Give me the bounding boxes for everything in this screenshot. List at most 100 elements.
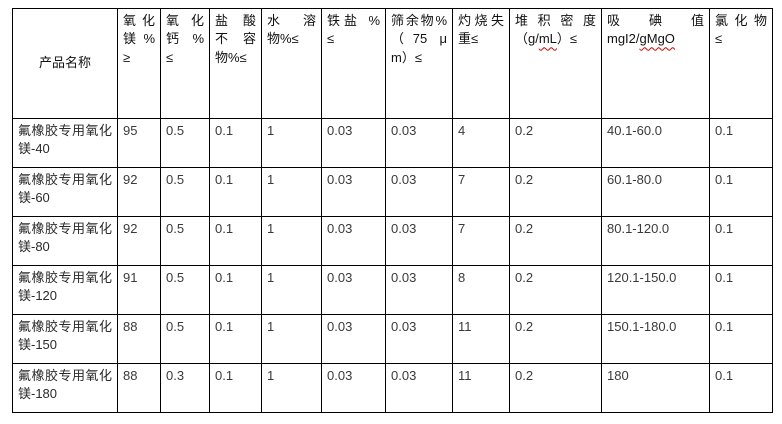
header-line: 筛余物% xyxy=(391,13,447,28)
header-row: 产品名称 氧化镁 % ≥ 氧化钙 % ≤ 盐酸 不容 物%≤ 水溶 物%≤ 铁盐 % ≤ 筛余物% （75… xyxy=(12,8,773,119)
cell-chloride: 0.1 xyxy=(709,265,773,315)
header-line: 盐酸 xyxy=(215,13,256,28)
cell-mgo: 92 xyxy=(117,167,161,217)
header-line: ≤ xyxy=(715,31,723,47)
spellcheck-underline: gMgO xyxy=(639,31,675,47)
header-line: m）≤ xyxy=(391,49,422,65)
header-line: 重≤ xyxy=(458,31,479,47)
cell-bulk-density: 0.2 xyxy=(509,167,602,217)
cell-water-soluble: 1 xyxy=(261,314,322,364)
column-header-iodine-value: 吸 碘 值 mgI2/gMgO xyxy=(601,8,710,119)
cell-iron-salt: 0.03 xyxy=(321,118,386,168)
header-line: 镁 % xyxy=(123,31,155,47)
cell-chloride: 0.1 xyxy=(709,314,773,364)
cell-mgo: 92 xyxy=(117,216,161,266)
cell-water-soluble: 1 xyxy=(261,363,322,413)
cell-iodine-value: 120.1-150.0 xyxy=(601,265,710,315)
column-header-cao: 氧化钙 % ≤ xyxy=(160,8,210,119)
header-line: 灼烧失 xyxy=(458,13,504,28)
cell-water-soluble: 1 xyxy=(261,118,322,168)
table-row: 氟橡胶专用氧化镁-120 91 0.5 0.1 1 0.03 0.03 8 0.2 120.1-1… xyxy=(12,265,773,315)
header-line: 铁盐 % xyxy=(327,13,380,28)
header-line: 物%≤ xyxy=(267,31,299,47)
header-line: 钙 % xyxy=(166,31,204,47)
cell-hcl-insoluble: 0.1 xyxy=(209,167,262,217)
cell-iron-salt: 0.03 xyxy=(321,314,386,364)
cell-chloride: 0.1 xyxy=(709,167,773,217)
cell-product: 氟橡胶专用氧化镁-40 xyxy=(12,118,118,168)
column-header-hcl-insoluble: 盐酸不容物%≤ xyxy=(209,8,262,119)
cell-ignition-loss: 4 xyxy=(452,118,510,168)
cell-bulk-density: 0.2 xyxy=(509,265,602,315)
cell-iodine-value: 180 xyxy=(601,363,710,413)
column-header-bulk-density: 堆积密度 （g/mL）≤ xyxy=(509,8,602,119)
cell-ignition-loss: 11 xyxy=(452,314,510,364)
cell-sieve-residue: 0.03 xyxy=(385,314,453,364)
cell-hcl-insoluble: 0.1 xyxy=(209,118,262,168)
spellcheck-underline: mL xyxy=(538,31,557,47)
cell-sieve-residue: 0.03 xyxy=(385,265,453,315)
cell-bulk-density: 0.2 xyxy=(509,118,602,168)
cell-iron-salt: 0.03 xyxy=(321,167,386,217)
header-line: 氧化 xyxy=(166,13,204,28)
cell-hcl-insoluble: 0.1 xyxy=(209,216,262,266)
cell-product: 氟橡胶专用氧化镁-150 xyxy=(12,314,118,364)
header-line: （g/mL）≤ xyxy=(515,31,578,47)
cell-iron-salt: 0.03 xyxy=(321,265,386,315)
cell-bulk-density: 0.2 xyxy=(509,363,602,413)
cell-cao: 0.5 xyxy=(160,314,210,364)
cell-product: 氟橡胶专用氧化镁-120 xyxy=(12,265,118,315)
header-line: mgI2/gMgO xyxy=(607,31,675,47)
header-line: （75 μ xyxy=(391,31,447,47)
cell-sieve-residue: 0.03 xyxy=(385,167,453,217)
column-header-chloride: 氯化物 ≤ xyxy=(709,8,773,119)
cell-chloride: 0.1 xyxy=(709,216,773,266)
cell-sieve-residue: 0.03 xyxy=(385,363,453,413)
header-line: 氯化物 xyxy=(715,13,767,28)
header-line: 吸 碘 值 xyxy=(607,13,704,28)
cell-chloride: 0.1 xyxy=(709,118,773,168)
header-line: 不容 xyxy=(215,31,256,47)
cell-iron-salt: 0.03 xyxy=(321,216,386,266)
column-header-product: 产品名称 xyxy=(12,8,118,119)
cell-cao: 0.5 xyxy=(160,167,210,217)
cell-iodine-value: 40.1-60.0 xyxy=(601,118,710,168)
cell-ignition-loss: 7 xyxy=(452,216,510,266)
cell-water-soluble: 1 xyxy=(261,216,322,266)
column-header-iron-salt: 铁盐 % ≤ xyxy=(321,8,386,119)
cell-cao: 0.3 xyxy=(160,363,210,413)
cell-ignition-loss: 7 xyxy=(452,167,510,217)
cell-product: 氟橡胶专用氧化镁-180 xyxy=(12,363,118,413)
header-line: 堆积密度 xyxy=(515,13,596,28)
cell-water-soluble: 1 xyxy=(261,265,322,315)
cell-hcl-insoluble: 0.1 xyxy=(209,265,262,315)
header-line: 水溶 xyxy=(267,13,316,28)
header-line: 物%≤ xyxy=(215,49,247,65)
cell-water-soluble: 1 xyxy=(261,167,322,217)
cell-sieve-residue: 0.03 xyxy=(385,118,453,168)
cell-mgo: 95 xyxy=(117,118,161,168)
cell-cao: 0.5 xyxy=(160,265,210,315)
cell-product: 氟橡胶专用氧化镁-60 xyxy=(12,167,118,217)
table-row: 氟橡胶专用氧化镁-40 95 0.5 0.1 1 0.03 0.03 4 0.2 40.1-60.… xyxy=(12,118,773,168)
cell-ignition-loss: 8 xyxy=(452,265,510,315)
cell-hcl-insoluble: 0.1 xyxy=(209,314,262,364)
cell-sieve-residue: 0.03 xyxy=(385,216,453,266)
header-line: ≤ xyxy=(327,31,335,47)
cell-iodine-value: 80.1-120.0 xyxy=(601,216,710,266)
table-row: 氟橡胶专用氧化镁-150 88 0.5 0.1 1 0.03 0.03 11 0.2 150.1-… xyxy=(12,314,773,364)
column-header-water-soluble: 水溶物%≤ xyxy=(261,8,322,119)
header-line: ≤ xyxy=(166,49,174,65)
cell-cao: 0.5 xyxy=(160,118,210,168)
cell-bulk-density: 0.2 xyxy=(509,314,602,364)
cell-mgo: 88 xyxy=(117,363,161,413)
product-spec-table: 产品名称 氧化镁 % ≥ 氧化钙 % ≤ 盐酸 不容 物%≤ 水溶 物%≤ 铁盐 % ≤ 筛余物% （75… xyxy=(12,8,773,413)
header-line: 氧化 xyxy=(123,13,155,28)
cell-product: 氟橡胶专用氧化镁-80 xyxy=(12,216,118,266)
cell-iodine-value: 150.1-180.0 xyxy=(601,314,710,364)
column-header-sieve-residue: 筛余物% （75 μ m）≤ xyxy=(385,8,453,119)
cell-mgo: 91 xyxy=(117,265,161,315)
table-row: 氟橡胶专用氧化镁-60 92 0.5 0.1 1 0.03 0.03 7 0.2 60.1-80.… xyxy=(12,167,773,217)
table-row: 氟橡胶专用氧化镁-180 88 0.3 0.1 1 0.03 0.03 11 0.2 180 0.1 xyxy=(12,363,773,413)
